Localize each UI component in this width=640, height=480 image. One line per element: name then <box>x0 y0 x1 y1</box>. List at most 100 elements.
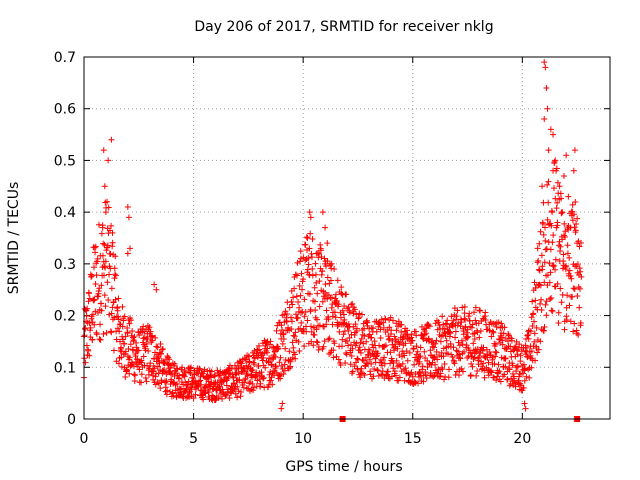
data-point <box>411 378 418 385</box>
data-point <box>525 335 532 342</box>
data-point <box>499 337 506 344</box>
data-point <box>281 367 288 374</box>
data-point <box>88 272 95 279</box>
data-point <box>531 338 538 345</box>
data-point <box>174 365 181 372</box>
data-point <box>304 317 311 324</box>
data-point <box>169 389 176 396</box>
data-point <box>97 321 104 328</box>
data-point <box>119 323 126 330</box>
data-point <box>222 392 229 399</box>
data-point <box>173 366 180 373</box>
data-point <box>131 333 138 340</box>
data-point <box>550 185 557 192</box>
data-point <box>113 336 120 343</box>
data-point <box>416 358 423 365</box>
data-point <box>458 337 465 344</box>
data-point <box>466 317 473 324</box>
data-point <box>112 296 119 303</box>
data-point <box>100 331 107 338</box>
data-point <box>107 328 114 335</box>
data-point <box>99 224 106 231</box>
data-point <box>425 322 432 329</box>
data-point <box>353 325 360 332</box>
data-point <box>563 313 570 320</box>
data-point <box>339 307 346 314</box>
data-point <box>138 371 145 378</box>
data-point <box>179 393 186 400</box>
data-point <box>158 350 165 357</box>
data-point <box>570 328 577 335</box>
data-point <box>377 320 384 327</box>
x-tick-label: 10 <box>294 431 312 447</box>
data-point <box>482 309 489 316</box>
data-point <box>540 231 547 238</box>
data-point <box>489 328 496 335</box>
data-point <box>109 243 116 250</box>
grid <box>84 57 610 419</box>
data-point <box>184 381 191 388</box>
data-point <box>153 286 160 293</box>
data-point <box>482 316 489 323</box>
data-point <box>406 349 413 356</box>
data-point <box>322 260 329 267</box>
data-point <box>420 378 427 385</box>
data-point <box>281 311 288 318</box>
data-point <box>204 373 211 380</box>
x-tick-label: 15 <box>404 431 422 447</box>
data-point <box>463 329 470 336</box>
data-point <box>417 353 424 360</box>
data-point <box>497 378 504 385</box>
data-point <box>86 320 93 327</box>
data-point <box>312 260 319 267</box>
data-point <box>223 382 230 389</box>
data-point <box>324 240 331 247</box>
data-point <box>256 376 263 383</box>
y-tick-label: 0.6 <box>54 102 76 118</box>
data-point <box>311 298 318 305</box>
data-point <box>417 370 424 377</box>
data-point <box>366 356 373 363</box>
data-point <box>423 330 430 337</box>
data-point <box>480 344 487 351</box>
data-point <box>307 214 314 221</box>
data-point <box>547 269 554 276</box>
data-point <box>263 339 270 346</box>
data-point <box>123 367 130 374</box>
data-point <box>576 304 583 311</box>
data-point <box>124 250 131 257</box>
data-point <box>408 331 415 338</box>
ticks: 0 0.1 0.2 0.3 0.4 0.5 0.6 0.7 0 5 10 15 20 <box>54 50 610 447</box>
data-point <box>541 324 548 331</box>
data-point <box>562 234 569 241</box>
data-point <box>354 355 361 362</box>
data-point <box>298 319 305 326</box>
data-point <box>441 329 448 336</box>
data-point <box>127 341 134 348</box>
chart-title: Day 206 of 2017, SRMTID for receiver nkl… <box>194 19 493 35</box>
data-point <box>568 275 575 282</box>
data-point <box>245 353 252 360</box>
data-point <box>243 356 250 363</box>
data-point <box>545 199 552 206</box>
data-point <box>356 310 363 317</box>
data-point <box>398 321 405 328</box>
data-point <box>200 396 207 403</box>
data-point <box>495 361 502 368</box>
data-point <box>439 313 446 320</box>
data-point <box>140 323 147 330</box>
data-point <box>440 353 447 360</box>
data-point <box>530 310 537 317</box>
data-point <box>453 313 460 320</box>
data-point <box>502 363 509 370</box>
data-point <box>432 340 439 347</box>
data-point <box>119 336 126 343</box>
data-point <box>346 334 353 341</box>
data-point <box>379 368 386 375</box>
data-point <box>532 284 539 291</box>
data-point <box>126 354 133 361</box>
data-point <box>343 291 350 298</box>
data-point <box>574 240 581 247</box>
data-point <box>278 362 285 369</box>
data-point <box>449 353 456 360</box>
